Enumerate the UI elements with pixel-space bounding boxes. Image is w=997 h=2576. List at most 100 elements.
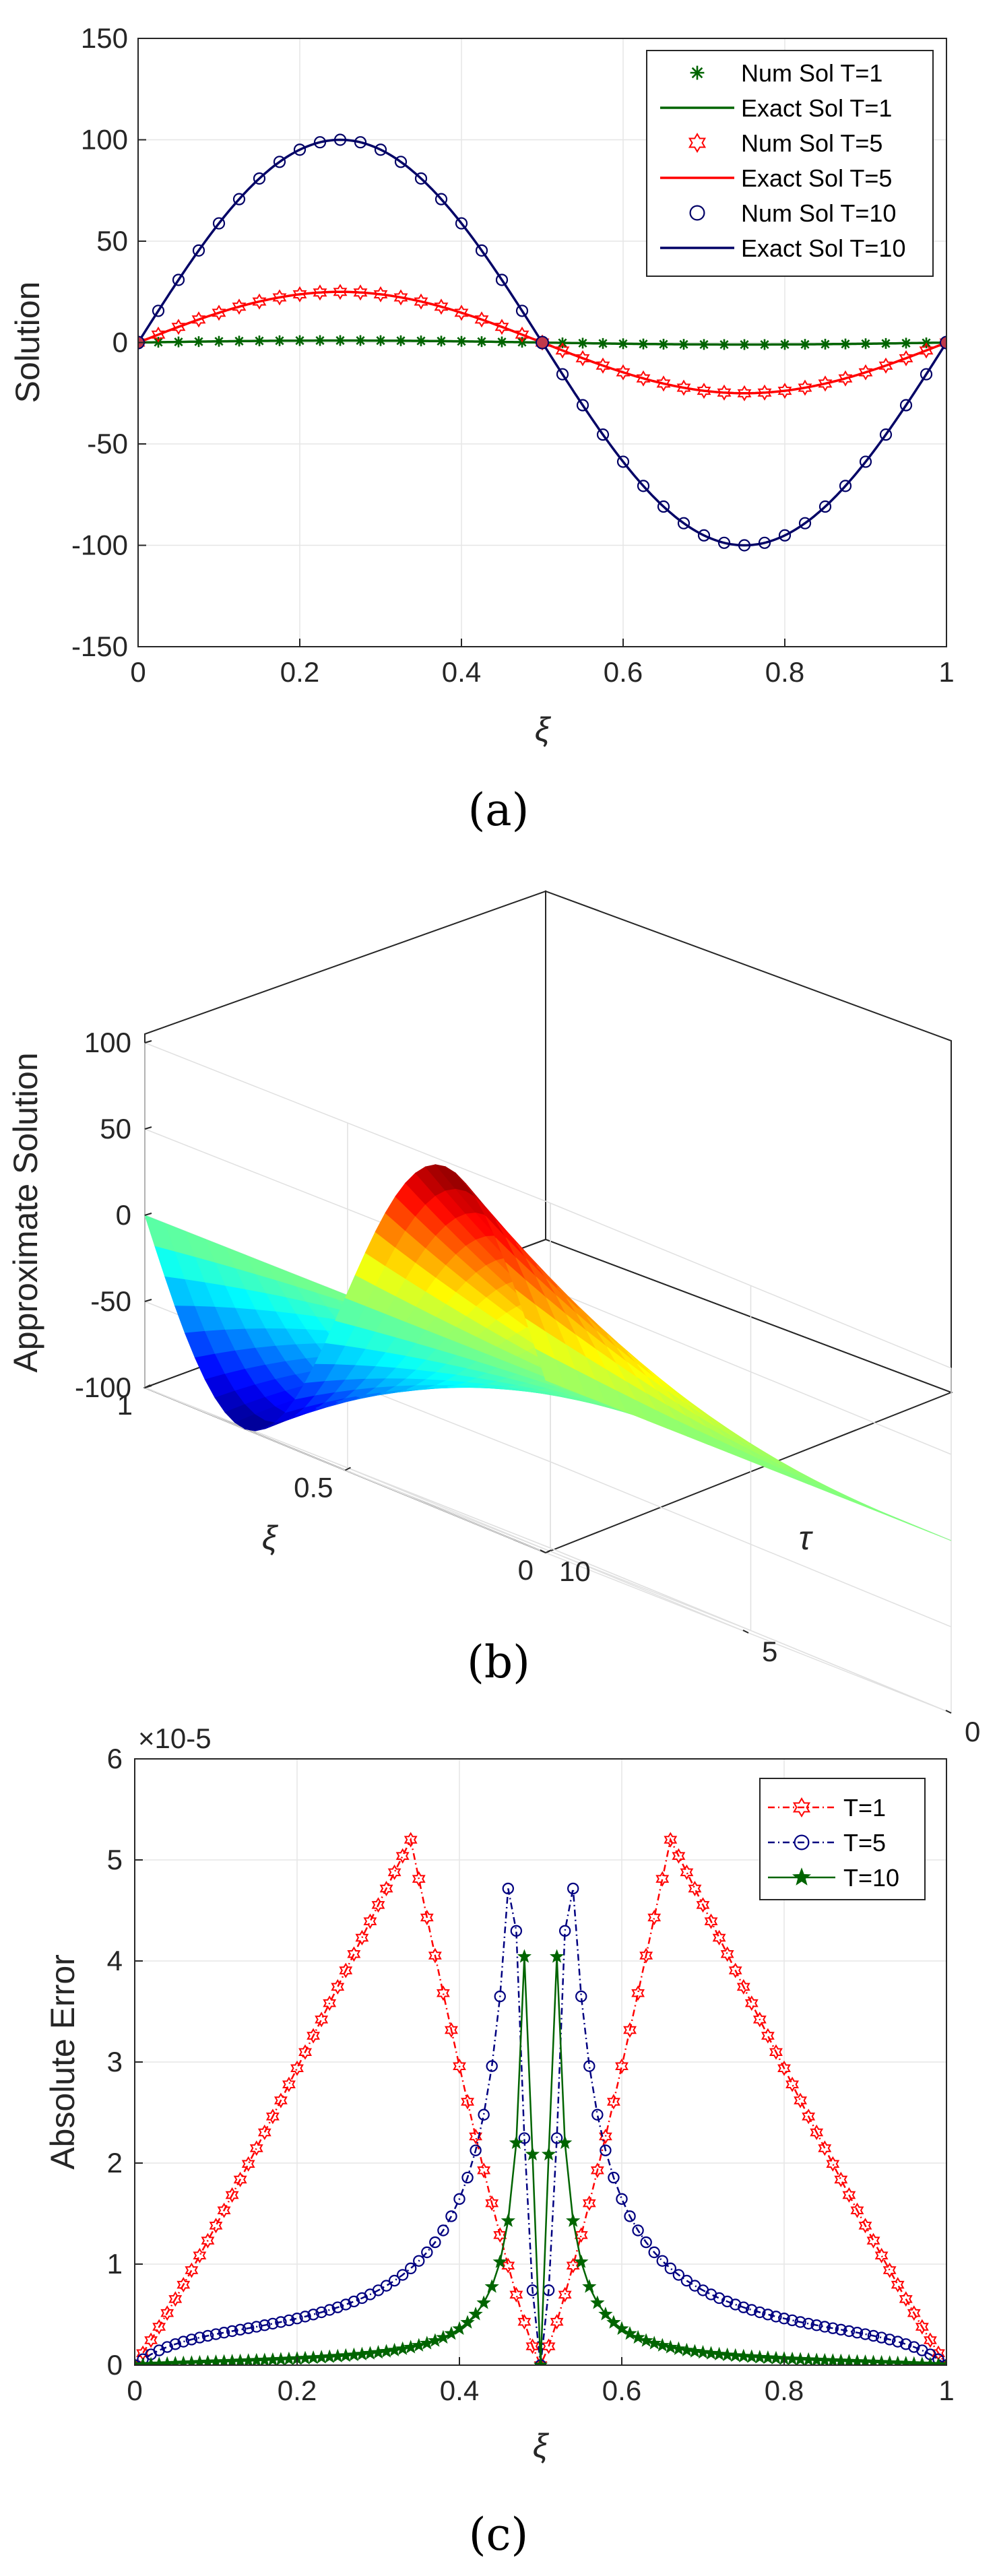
legend-box [759,1778,926,1900]
asterisk-stroke [598,339,608,348]
data-point [639,2333,653,2347]
data-point [388,2274,401,2287]
data-point [632,2224,644,2236]
data-point [456,335,467,347]
data-point [752,2350,767,2364]
data-point [555,342,570,359]
data-point [272,289,287,306]
data-point [638,338,649,350]
data-point [454,304,469,321]
legend: Num Sol T=1 Exact Sol T=1 Num Sol T=5 Exact… [646,50,934,277]
data-point [851,2327,864,2339]
data-point [193,2331,206,2344]
data-point [201,2329,214,2342]
data-point [802,2108,816,2125]
data-point [900,2338,912,2350]
data-point [744,1995,759,2011]
data-point [582,2195,596,2212]
data-point [557,2135,573,2150]
data-point [622,2326,637,2340]
data-point [437,2224,449,2236]
data-point [835,2323,847,2336]
caption-a: (a) [468,784,529,836]
y-tick-label: 0 [107,2349,123,2381]
data-point [616,455,630,468]
data-point [672,1848,686,1864]
data-point [800,339,810,350]
data-point [842,2187,856,2203]
x-axis-label: ξ [535,711,552,748]
asterisk-stroke [315,335,325,346]
y-tick-label: 150 [81,22,128,54]
tau-tick-mark [945,1710,952,1714]
x-axis-label: ξ [533,2427,550,2465]
z-tick-mark [144,1299,152,1302]
data-point [428,2333,443,2347]
data-point [509,2135,524,2150]
y-tick-label: 1 [107,2248,123,2280]
data-point [591,2108,604,2121]
x-tick-label: 1 [938,656,954,688]
data-point [606,2094,620,2110]
y-axis-label: Solution [9,282,46,404]
asterisk-stroke [691,67,703,79]
x-tick-label: 0.4 [442,656,481,688]
data-point [608,2171,620,2184]
data-point [501,2213,515,2227]
data-point [307,2028,321,2044]
data-point [274,2092,288,2108]
legend-label: Num Sol T=5 [741,129,882,157]
data-point [656,375,671,392]
data-point [176,2277,191,2293]
data-point [798,379,812,396]
data-point [558,2286,572,2303]
data-point [232,298,247,315]
data-point [298,2044,313,2060]
gridline [550,1547,952,1714]
data-point [827,2322,839,2334]
tau-tick-mark [540,1549,546,1553]
data-point [495,273,509,286]
y-tick-label: 0 [112,327,128,358]
data-point [786,2314,798,2327]
data-point [533,2357,548,2365]
x-tick-label: 0.8 [765,2375,804,2406]
data-point [810,2124,824,2140]
data-point [744,2349,759,2363]
data-point [138,334,146,351]
data-point [866,2232,880,2249]
asterisk-stroke [497,337,507,347]
xi-tick-label: 0 [518,1554,534,1586]
data-point [738,539,751,552]
data-point [923,2332,937,2348]
legend-label: Exact Sol T=5 [741,164,892,192]
data-point [777,2060,791,2076]
data-point [510,1925,523,1937]
data-point [168,2291,183,2307]
data-point [534,2357,548,2365]
data-point [746,2304,758,2316]
legend-label: T=5 [843,1829,886,1857]
surface-patch [799,1477,830,1493]
data-point [878,357,893,374]
legend-label: T=1 [843,1794,886,1822]
data-point [834,2171,848,2187]
data-point [778,529,792,542]
data-point [899,2291,913,2307]
data-point [859,455,872,468]
y-tick-label: -50 [87,428,128,459]
caption-c: (c) [469,2509,528,2561]
data-point [477,2162,491,2179]
data-point [761,2028,775,2044]
series-line [135,1837,946,2365]
data-point [810,2319,823,2331]
data-point [494,1990,506,2003]
data-point [736,2348,751,2363]
xi-tick-label: 0.5 [294,1472,333,1504]
data-point [161,2341,173,2353]
data-point [648,2246,660,2259]
data-point [631,1985,645,2001]
series-markers [138,335,946,350]
asterisk-stroke [679,340,688,349]
y-exponent-label: ×10-5 [138,1722,212,1754]
